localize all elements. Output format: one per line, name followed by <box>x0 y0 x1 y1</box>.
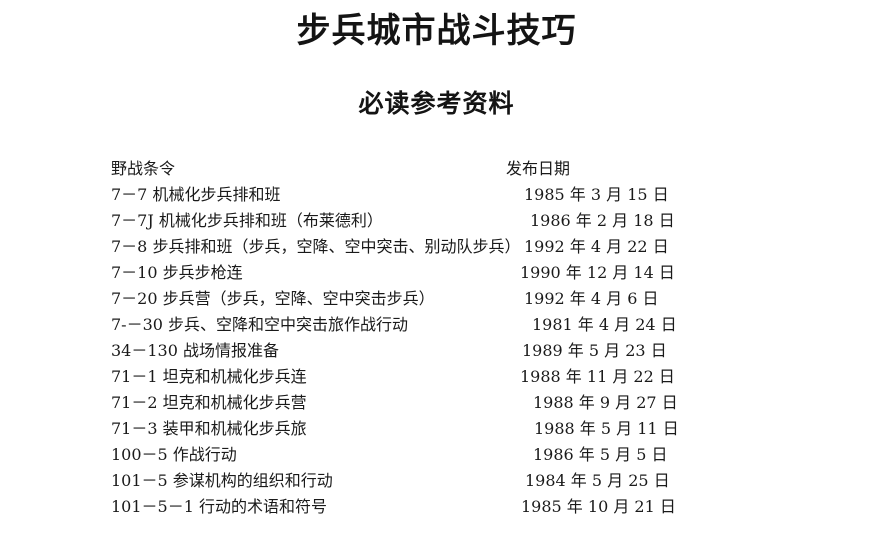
table-row: 7－7 机械化步兵排和班 1985 年 3 月 15 日 <box>0 182 873 208</box>
cell-date: 1986 年 2 月 18 日 <box>530 211 675 230</box>
reference-table: 野战条令 发布日期 7－7 机械化步兵排和班 1985 年 3 月 15 日 7－7… <box>0 156 873 520</box>
cell-date: 1989 年 5 月 23 日 <box>522 341 667 360</box>
table-row: 101－5－1 行动的术语和符号 1985 年 10 月 21 日 <box>0 494 873 520</box>
cell-date: 1985 年 10 月 21 日 <box>521 497 676 516</box>
cell-manual: 7－7 机械化步兵排和班 <box>111 185 281 204</box>
cell-manual: 7－7J 机械化步兵排和班（布莱德利） <box>111 211 383 230</box>
table-row: 100－5 作战行动 1986 年 5 月 5 日 <box>0 442 873 468</box>
cell-manual: 101－5－1 行动的术语和符号 <box>111 497 327 516</box>
table-row: 71－2 坦克和机械化步兵营 1988 年 9 月 27 日 <box>0 390 873 416</box>
cell-date: 1988 年 11 月 22 日 <box>520 367 675 386</box>
cell-manual: 7－10 步兵步枪连 <box>111 263 243 282</box>
column-header-manual: 野战条令 <box>111 159 176 178</box>
cell-manual: 71－1 坦克和机械化步兵连 <box>111 367 307 386</box>
table-row: 71－3 装甲和机械化步兵旅 1988 年 5 月 11 日 <box>0 416 873 442</box>
cell-manual: 7－8 步兵排和班（步兵，空降、空中突击、别动队步兵） <box>111 237 521 256</box>
cell-manual: 7-－30 步兵、空降和空中突击旅作战行动 <box>111 315 409 334</box>
cell-date: 1988 年 5 月 11 日 <box>534 419 679 438</box>
table-row: 34－130 战场情报准备 1989 年 5 月 23 日 <box>0 338 873 364</box>
cell-date: 1984 年 5 月 25 日 <box>525 471 670 490</box>
cell-manual: 34－130 战场情报准备 <box>111 341 279 360</box>
table-body: 7－7 机械化步兵排和班 1985 年 3 月 15 日 7－7J 机械化步兵排和班… <box>0 182 873 520</box>
cell-date: 1985 年 3 月 15 日 <box>524 185 669 204</box>
cell-manual: 71－2 坦克和机械化步兵营 <box>111 393 307 412</box>
cell-manual: 101－5 参谋机构的组织和行动 <box>111 471 333 490</box>
page-subtitle: 必读参考资料 <box>358 89 515 118</box>
cell-date: 1992 年 4 月 6 日 <box>524 289 659 308</box>
table-row: 7－20 步兵营（步兵，空降、空中突击步兵） 1992 年 4 月 6 日 <box>0 286 873 312</box>
cell-date: 1986 年 5 月 5 日 <box>533 445 668 464</box>
table-row: 7－8 步兵排和班（步兵，空降、空中突击、别动队步兵） 1992 年 4 月 22… <box>0 234 873 260</box>
cell-manual: 7－20 步兵营（步兵，空降、空中突击步兵） <box>111 289 435 308</box>
table-header-row: 野战条令 发布日期 <box>0 156 873 182</box>
cell-date: 1981 年 4 月 24 日 <box>532 315 677 334</box>
table-row: 101－5 参谋机构的组织和行动 1984 年 5 月 25 日 <box>0 468 873 494</box>
cell-manual: 100－5 作战行动 <box>111 445 237 464</box>
cell-date: 1990 年 12 月 14 日 <box>520 263 675 282</box>
table-row: 7-－30 步兵、空降和空中突击旅作战行动 1981 年 4 月 24 日 <box>0 312 873 338</box>
cell-date: 1988 年 9 月 27 日 <box>533 393 678 412</box>
page-title: 步兵城市战斗技巧 <box>296 11 577 51</box>
table-row: 7－7J 机械化步兵排和班（布莱德利） 1986 年 2 月 18 日 <box>0 208 873 234</box>
column-header-date: 发布日期 <box>506 159 571 178</box>
table-row: 7－10 步兵步枪连 1990 年 12 月 14 日 <box>0 260 873 286</box>
cell-date: 1992 年 4 月 22 日 <box>524 237 669 256</box>
cell-manual: 71－3 装甲和机械化步兵旅 <box>111 419 307 438</box>
table-row: 71－1 坦克和机械化步兵连 1988 年 11 月 22 日 <box>0 364 873 390</box>
